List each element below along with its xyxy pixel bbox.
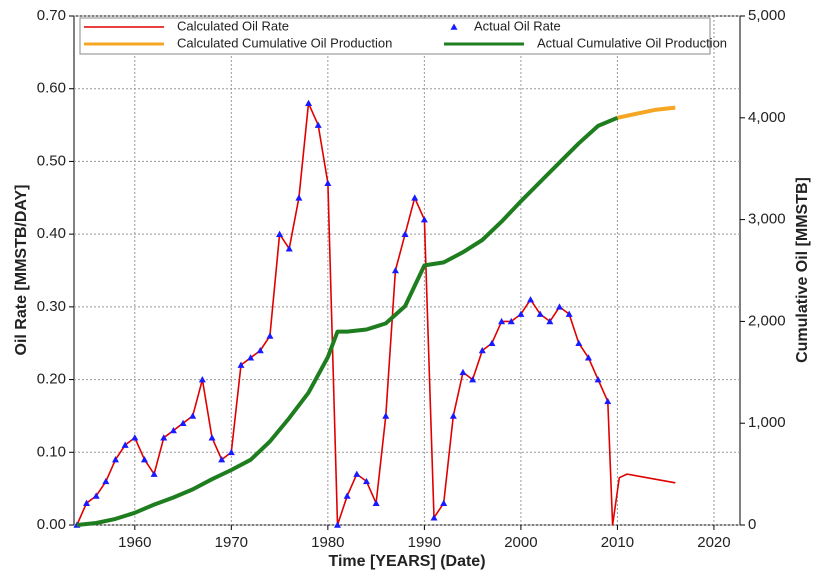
data-marker	[478, 346, 486, 354]
y2-tick-label: 1,000	[748, 414, 786, 431]
data-marker	[527, 296, 535, 303]
data-marker	[391, 267, 399, 274]
y2-tick-label: 2,000	[748, 312, 786, 329]
data-marker	[488, 339, 496, 347]
data-marker	[507, 317, 515, 325]
data-marker	[83, 499, 91, 506]
data-marker	[430, 514, 438, 521]
data-marker	[469, 376, 477, 383]
data-marker	[575, 339, 583, 347]
y-tick-label: 0.40	[37, 225, 66, 242]
data-marker	[305, 99, 313, 107]
data-marker	[198, 376, 206, 383]
data-marker	[334, 521, 342, 528]
x-tick-label: 2010	[601, 534, 634, 551]
data-marker	[536, 310, 544, 317]
data-marker	[314, 121, 322, 128]
x-tick-label: 1960	[118, 534, 151, 551]
legend-box	[79, 17, 711, 55]
data-marker	[237, 361, 245, 368]
x-tick-label: 1970	[215, 534, 248, 551]
data-marker	[160, 434, 168, 441]
data-marker	[102, 477, 110, 485]
data-marker	[121, 441, 129, 448]
data-marker	[584, 354, 592, 361]
x-tick-label: 2020	[697, 534, 730, 551]
data-marker	[594, 376, 602, 383]
legend-label: Calculated Oil Rate	[177, 18, 289, 33]
y2-tick-label: 0	[748, 516, 756, 533]
data-marker	[546, 317, 554, 325]
legend-label: Calculated Cumulative Oil Production	[177, 35, 392, 50]
data-marker	[498, 317, 506, 325]
data-marker	[401, 230, 409, 237]
plot-frame	[73, 15, 741, 526]
data-marker	[227, 448, 235, 456]
data-marker	[189, 412, 197, 419]
data-marker	[179, 419, 187, 426]
y2-tick-label: 3,000	[748, 211, 786, 228]
data-marker	[140, 456, 148, 463]
data-marker	[150, 470, 158, 477]
data-marker	[112, 456, 120, 463]
data-marker	[276, 230, 284, 237]
y-tick-label: 0.50	[37, 152, 66, 169]
data-marker	[324, 179, 332, 187]
y2-tick-label: 4,000	[748, 109, 786, 126]
y-tick-label: 0.00	[37, 516, 66, 533]
legend-swatch	[450, 23, 458, 30]
y-tick-label: 0.10	[37, 443, 66, 460]
data-marker	[131, 434, 139, 441]
x-tick-label: 1990	[408, 534, 441, 551]
data-marker	[208, 434, 216, 441]
data-marker	[353, 470, 361, 477]
data-marker	[247, 354, 255, 361]
data-marker	[459, 368, 467, 376]
data-marker	[411, 194, 419, 201]
y-tick-label: 0.70	[37, 7, 66, 24]
data-marker	[420, 216, 428, 223]
y-tick-label: 0.60	[37, 80, 66, 97]
data-marker	[517, 310, 525, 317]
series-line	[616, 105, 676, 120]
data-marker	[343, 492, 351, 499]
data-marker	[449, 412, 457, 419]
data-marker	[565, 310, 573, 317]
data-marker	[266, 332, 274, 339]
data-marker	[556, 303, 564, 310]
legend-label: Actual Cumulative Oil Production	[537, 35, 727, 50]
y2-tick-label: 5,000	[748, 7, 786, 24]
x-tick-label: 1980	[311, 534, 344, 551]
data-marker	[372, 499, 380, 506]
data-marker	[92, 492, 100, 499]
y2-axis-title: Cumulative Oil [MMSTB]	[794, 177, 811, 363]
data-marker	[604, 397, 612, 405]
series-line	[76, 115, 619, 527]
data-marker	[382, 412, 390, 419]
data-marker	[295, 194, 303, 201]
data-marker	[440, 499, 448, 506]
data-marker	[256, 346, 264, 354]
x-tick-label: 2000	[504, 534, 537, 551]
data-marker	[218, 456, 226, 463]
data-marker	[362, 477, 370, 485]
y-tick-label: 0.20	[37, 371, 66, 388]
y-tick-label: 0.30	[37, 298, 66, 315]
x-axis-title: Time [YEARS] (Date)	[328, 553, 485, 570]
data-marker	[285, 245, 293, 252]
legend-label: Actual Oil Rate	[474, 18, 561, 33]
y-axis-title: Oil Rate [MMSTB/DAY]	[13, 185, 30, 356]
data-marker	[169, 426, 177, 434]
